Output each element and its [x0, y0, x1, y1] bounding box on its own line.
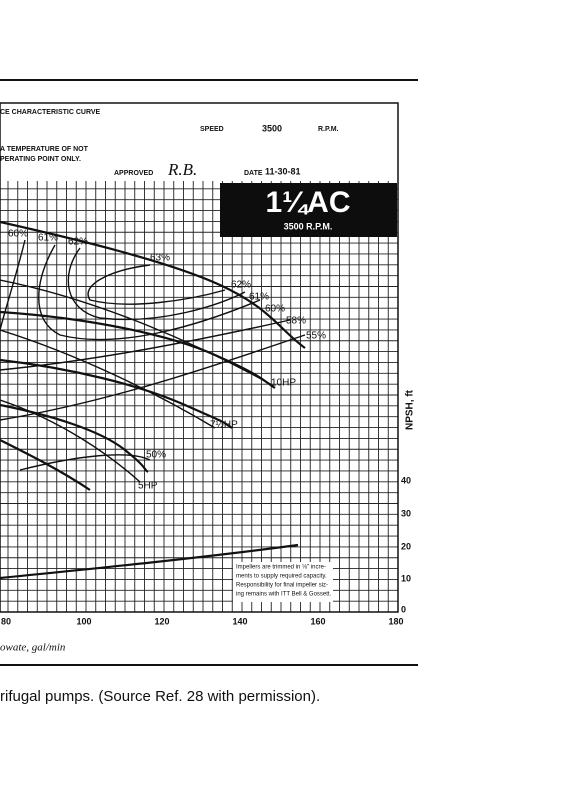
npsh-tick-label: 20 — [401, 541, 411, 551]
npsh-tick-label: 30 — [401, 508, 411, 518]
x-axis-label: owate, gal/min — [0, 642, 66, 654]
power-line — [0, 399, 141, 483]
note-line: Responsibility for final impeller siz- — [236, 583, 328, 589]
efficiency-curve — [0, 239, 26, 331]
power-line — [0, 329, 216, 429]
signature: R.B. — [167, 160, 197, 179]
model-box — [220, 183, 397, 237]
efficiency-label: 61% — [38, 233, 58, 244]
power-label: 5HP — [138, 481, 158, 492]
efficiency-curve — [38, 244, 261, 341]
npsh-tick-label: 40 — [401, 475, 411, 485]
note-box — [233, 562, 333, 602]
efficiency-curve — [0, 334, 306, 421]
efficiency-label: 60% — [265, 304, 285, 315]
head-curve — [0, 358, 233, 429]
efficiency-label: 58% — [286, 316, 306, 327]
speed-value: 3500 — [262, 123, 282, 133]
chart-title: CE CHARACTERISTIC CURVE — [0, 109, 101, 116]
date-label: DATE — [244, 170, 263, 177]
efficiency-curve — [19, 454, 151, 471]
curves — [0, 220, 306, 580]
efficiency-curve — [0, 319, 291, 371]
x-tick-label: 160 — [310, 616, 325, 626]
model-speed: 3500 R.P.M. — [284, 221, 333, 231]
npsh-ticks: 40 30 20 10 0 — [401, 475, 411, 614]
npsh-axis-label: NPSH, ft — [405, 389, 416, 430]
note-line: ing remains with ITT Bell & Gossett. — [236, 592, 332, 598]
efficiency-curve — [87, 264, 226, 305]
efficiency-label: 63% — [150, 253, 170, 264]
x-tick-label: 180 — [388, 616, 403, 626]
x-ticks: 80 100 120 140 160 180 — [1, 616, 404, 626]
head-curve — [0, 439, 91, 491]
head-curve — [0, 310, 276, 389]
efficiency-label: 62% — [68, 237, 88, 248]
efficiency-label: 50% — [146, 450, 166, 461]
power-label: 7½HP — [210, 420, 238, 431]
head-curve — [0, 220, 306, 349]
note-line: PERATING POINT ONLY. — [0, 156, 81, 163]
header-area — [0, 103, 398, 181]
power-label: 10HP — [271, 378, 296, 389]
efficiency-label: 60% — [8, 229, 28, 240]
efficiency-label: 61% — [249, 292, 269, 303]
impeller-note: Impellers are trimmed in ⅛" incre- ments… — [236, 565, 332, 598]
npsh-curve — [0, 543, 299, 580]
speed-label: SPEED — [200, 126, 224, 133]
chart-frame — [0, 102, 399, 613]
speed-unit: R.P.M. — [318, 126, 339, 133]
x-tick-label: 100 — [76, 616, 91, 626]
note-line: ments to supply required capacity. — [236, 574, 327, 580]
efficiency-curve — [67, 247, 246, 321]
note-line: Impellers are trimmed in ⅛" incre- — [236, 565, 326, 571]
efficiency-labels: 60% 61% 62% 63% 62% 61% 60% 58% 55% 50% … — [8, 229, 326, 492]
note-line: A TEMPERATURE OF NOT — [0, 146, 89, 153]
model-name: 1¼AC — [265, 186, 350, 219]
date: 11-30-81 — [265, 166, 301, 176]
efficiency-label: 62% — [231, 280, 251, 291]
approved-label: APPROVED — [114, 170, 153, 177]
grid — [0, 181, 399, 613]
npsh-tick-label: 10 — [401, 573, 411, 583]
caption: rifugal pumps. (Source Ref. 28 with perm… — [0, 688, 320, 705]
x-tick-label: 120 — [154, 616, 169, 626]
npsh-tick-label: 0 — [401, 604, 406, 614]
efficiency-label: 55% — [306, 331, 326, 342]
x-tick-label: 80 — [1, 616, 11, 626]
x-tick-label: 140 — [232, 616, 247, 626]
